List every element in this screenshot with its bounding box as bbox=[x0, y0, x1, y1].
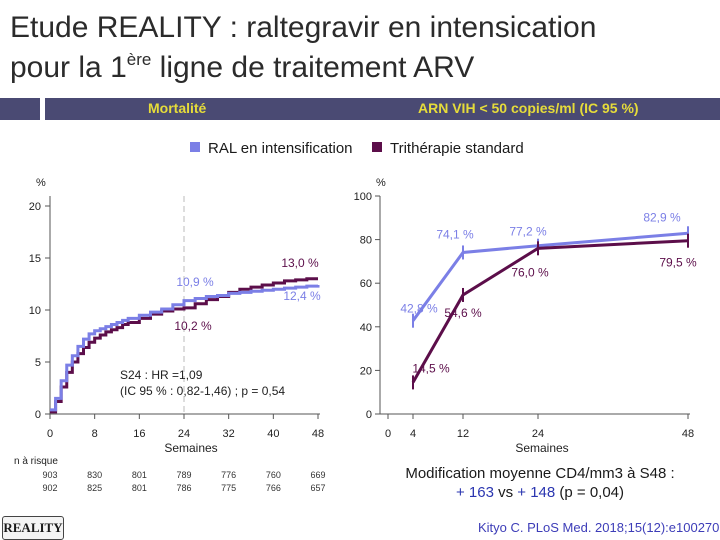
viral-y-tick-label: 60 bbox=[360, 278, 372, 290]
viral-y-tick-label: 80 bbox=[360, 235, 372, 247]
legend-label-standard: Trithérapie standard bbox=[390, 140, 524, 157]
risk-table-cell-ral: 830 bbox=[87, 470, 102, 480]
mortality-x-tick-label: 24 bbox=[178, 428, 190, 440]
mortality-y-tick-label: 0 bbox=[35, 409, 41, 421]
viral-ral-data-label: 42,8 % bbox=[400, 302, 438, 316]
viral-standard-data-label: 79,5 % bbox=[659, 256, 697, 270]
mortality-y-ticks: 0 5 10 15 20 bbox=[29, 201, 50, 421]
mortality-y-tick-label: 5 bbox=[35, 357, 41, 369]
legend-label-ral: RAL en intensification bbox=[208, 140, 353, 157]
risk-table-cell-standard: 775 bbox=[221, 483, 236, 493]
risk-table-cell-standard: 825 bbox=[87, 483, 102, 493]
mortality-panel-label: Mortalité bbox=[148, 100, 207, 116]
risk-table-cell-standard: 657 bbox=[310, 483, 325, 493]
viral-x-ticks: 0 4 12 24 48 bbox=[385, 414, 694, 440]
risk-table: n à risque 903 902 830 825 801 801 789 786 776 77… bbox=[14, 456, 326, 493]
header-bar: Mortalité ARN VIH < 50 copies/ml (IC 95 … bbox=[0, 98, 720, 120]
viral-x-tick-label: 12 bbox=[457, 428, 469, 440]
title-line2-sup: ère bbox=[126, 50, 152, 69]
risk-table-cell-standard: 801 bbox=[132, 483, 147, 493]
cd4-footnote-line1: Modification moyenne CD4/mm3 à S48 : bbox=[405, 465, 675, 482]
slide-title: Etude REALITY : raltegravir en intensica… bbox=[10, 8, 710, 88]
risk-table-cell-standard: 902 bbox=[42, 483, 57, 493]
mortality-x-tick-label: 16 bbox=[133, 428, 145, 440]
legend-item-standard: Trithérapie standard bbox=[372, 140, 524, 157]
viral-y-unit: % bbox=[376, 177, 386, 189]
risk-table-cell-ral: 760 bbox=[266, 470, 281, 480]
mortality-ral-end-label: 12,4 % bbox=[283, 289, 321, 303]
title-line2-post: ligne de traitement ARV bbox=[151, 51, 475, 84]
viral-load-panel-label: ARN VIH < 50 copies/ml (IC 95 %) bbox=[418, 100, 639, 116]
mortality-x-tick-label: 40 bbox=[267, 428, 279, 440]
risk-table-cell-standard: 786 bbox=[176, 483, 191, 493]
cd4-footnote: Modification moyenne CD4/mm3 à S48 : + 1… bbox=[380, 464, 700, 502]
viral-x-tick-label: 0 bbox=[385, 428, 391, 440]
mortality-x-tick-label: 8 bbox=[92, 428, 98, 440]
viral-x-tick-label: 4 bbox=[410, 428, 416, 440]
title-line2-pre: pour la 1 bbox=[10, 51, 127, 84]
viral-ral-data-label: 74,1 % bbox=[436, 227, 474, 241]
viral-x-axis-title: Semaines bbox=[515, 441, 568, 455]
viral-load-chart: % 0 20 40 60 80 100 0 4 12 24 48 42,8 % 74,1 % 77,2… bbox=[354, 177, 697, 455]
viral-y-tick-label: 100 bbox=[354, 191, 372, 203]
viral-y-tick-label: 20 bbox=[360, 365, 372, 377]
mortality-x-axis-title: Semaines bbox=[164, 441, 217, 455]
viral-y-tick-label: 0 bbox=[366, 409, 372, 421]
mortality-std-w24-label: 10,2 % bbox=[174, 319, 212, 333]
mortality-ral-w24-label: 10,9 % bbox=[176, 275, 214, 289]
mortality-hr-text: S24 : HR =1,09 bbox=[120, 368, 203, 382]
viral-standard-data-label: 76,0 % bbox=[511, 265, 549, 279]
viral-ral-data-label: 82,9 % bbox=[643, 210, 681, 224]
mortality-y-tick-label: 20 bbox=[29, 201, 41, 213]
viral-standard-data-label: 14,5 % bbox=[412, 361, 450, 375]
cd4-p-value: (p = 0,04) bbox=[555, 484, 625, 501]
slide-title-line2: pour la 1ère ligne de traitement ARV bbox=[10, 48, 710, 88]
mortality-y-unit: % bbox=[36, 177, 46, 189]
cd4-footnote-line2: + 163 vs + 148 (p = 0,04) bbox=[380, 483, 700, 502]
risk-table-cell-standard: 766 bbox=[266, 483, 281, 493]
risk-table-rows: 903 902 830 825 801 801 789 786 776 775 760 766 669 6… bbox=[42, 470, 325, 493]
mortality-ci-text: (IC 95 % : 0,82-1,46) ; p = 0,54 bbox=[120, 384, 285, 398]
viral-y-tick-label: 40 bbox=[360, 322, 372, 334]
viral-x-tick-label: 24 bbox=[532, 428, 544, 440]
mortality-x-tick-label: 32 bbox=[223, 428, 235, 440]
viral-x-tick-label: 48 bbox=[682, 428, 694, 440]
mortality-x-ticks: 0 8 16 24 32 40 48 bbox=[47, 414, 324, 440]
cd4-ral-value: + 163 bbox=[455, 484, 494, 501]
cd4-std-value: + 148 bbox=[517, 484, 556, 501]
legend-swatch-ral bbox=[190, 142, 200, 152]
mortality-y-tick-label: 10 bbox=[29, 305, 41, 317]
mortality-x-tick-label: 0 bbox=[47, 428, 53, 440]
viral-series-standard bbox=[411, 239, 689, 384]
risk-table-cell-ral: 776 bbox=[221, 470, 236, 480]
reality-logo: REALITY bbox=[2, 516, 64, 540]
risk-table-cell-ral: 669 bbox=[310, 470, 325, 480]
header-bar-left-block bbox=[0, 98, 40, 120]
mortality-y-tick-label: 15 bbox=[29, 253, 41, 265]
viral-ral-data-label: 77,2 % bbox=[509, 225, 547, 239]
risk-table-label: n à risque bbox=[14, 456, 58, 467]
mortality-series-ral bbox=[50, 284, 320, 412]
mortality-chart: % 0 5 10 15 20 0 8 16 24 32 40 48 13,0 % 12,4 % 10… bbox=[29, 177, 324, 455]
viral-series-group: 42,8 % 74,1 % 77,2 % 82,9 % 14,5 % 54,6 % 76,0… bbox=[400, 210, 697, 390]
viral-series-ral bbox=[411, 231, 689, 322]
risk-table-cell-ral: 801 bbox=[132, 470, 147, 480]
header-bar-right-block bbox=[45, 98, 720, 120]
mortality-x-tick-label: 48 bbox=[312, 428, 324, 440]
mortality-std-end-label: 13,0 % bbox=[281, 256, 319, 270]
risk-table-cell-ral: 903 bbox=[42, 470, 57, 480]
legend-item-ral: RAL en intensification bbox=[190, 140, 353, 157]
legend-swatch-standard bbox=[372, 142, 382, 152]
viral-standard-data-label: 54,6 % bbox=[444, 306, 482, 320]
risk-table-cell-ral: 789 bbox=[176, 470, 191, 480]
viral-y-ticks: 0 20 40 60 80 100 bbox=[354, 191, 380, 421]
slide-title-line1: Etude REALITY : raltegravir en intensica… bbox=[10, 11, 597, 44]
cd4-vs-text: vs bbox=[493, 484, 518, 501]
citation: Kityo C. PLoS Med. 2018;15(12):e1002706 bbox=[478, 520, 720, 535]
